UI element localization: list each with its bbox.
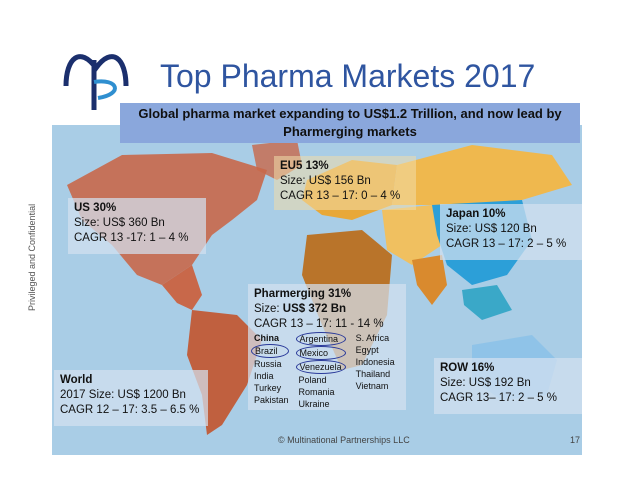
copyright-text: © Multinational Partnerships LLC — [278, 435, 410, 445]
country-romania: Romania — [298, 387, 335, 397]
company-logo — [63, 54, 129, 110]
page-number: 17 — [569, 435, 580, 445]
world-market-box: World 2017 Size: US$ 1200 Bn CAGR 12 – 1… — [54, 370, 208, 426]
confidential-label: Privileged and Confidential — [22, 186, 42, 316]
country-south-africa: S. Africa — [355, 333, 390, 343]
slide-title: Top Pharma Markets 2017 — [160, 58, 536, 94]
world-heading: World — [60, 374, 93, 386]
country-indonesia: Indonesia — [355, 357, 395, 367]
pharmerging-size-value: US$ 372 Bn — [282, 303, 347, 315]
us-heading: US 30% — [74, 202, 117, 214]
country-china: China — [254, 333, 280, 343]
eu5-market-box: EU5 13% Size: US$ 156 Bn CAGR 13 – 17: 0… — [274, 156, 416, 210]
country-ukraine: Ukraine — [298, 399, 330, 409]
country-poland: Poland — [298, 375, 327, 385]
row-market-box: ROW 16% Size: US$ 192 Bn CAGR 13– 17: 2 … — [434, 358, 582, 414]
pharmerging-size-prefix: Size: — [254, 303, 283, 315]
pharmerging-market-box: Pharmerging 31% Size: US$ 372 Bn CAGR 13… — [248, 284, 406, 410]
pharmerging-cagr: CAGR 13 – 17: 11 - 14 % — [254, 318, 384, 330]
row-heading: ROW 16% — [440, 362, 495, 374]
eu5-cagr: CAGR 13 – 17: 0 – 4 % — [280, 190, 401, 202]
japan-heading: Japan 10% — [446, 208, 506, 220]
pharmerging-size: Size: US$ 372 Bn — [254, 302, 400, 317]
row-cagr: CAGR 13– 17: 2 – 5 % — [440, 392, 557, 404]
country-russia: Russia — [254, 359, 282, 369]
country-argentina: Argentina — [295, 332, 346, 346]
us-market-box: US 30% Size: US$ 360 Bn CAGR 13 -17: 1 –… — [68, 198, 206, 254]
row-size: Size: US$ 192 Bn — [440, 377, 531, 389]
slide-footer: © Multinational Partnerships LLC 17 — [60, 432, 580, 448]
world-size: 2017 Size: US$ 1200 Bn — [60, 389, 186, 401]
country-egypt: Egypt — [355, 345, 379, 355]
country-turkey: Turkey — [254, 383, 282, 393]
pharmerging-heading: Pharmerging 31% — [254, 288, 352, 300]
japan-size: Size: US$ 120 Bn — [446, 223, 537, 235]
country-venezuela: Venezuela — [295, 360, 346, 374]
country-india: India — [254, 371, 274, 381]
japan-market-box: Japan 10% Size: US$ 120 Bn CAGR 13 – 17:… — [440, 204, 582, 260]
pharmerging-country-list: China Brazil Russia India Turkey Pakista… — [251, 332, 400, 410]
country-mexico: Mexico — [295, 346, 346, 360]
world-cagr: CAGR 12 – 17: 3.5 – 6.5 % — [60, 404, 200, 416]
slide-subtitle: Global pharma market expanding to US$1.2… — [120, 103, 580, 143]
japan-cagr: CAGR 13 – 17: 2 – 5 % — [446, 238, 567, 250]
country-column-2: Argentina Mexico Venezuela Poland Romani… — [295, 332, 346, 410]
us-size: Size: US$ 360 Bn — [74, 217, 165, 229]
confidential-text: Privileged and Confidential — [27, 203, 37, 311]
country-column-1: China Brazil Russia India Turkey Pakista… — [251, 332, 289, 410]
country-thailand: Thailand — [355, 369, 391, 379]
us-cagr: CAGR 13 -17: 1 – 4 % — [74, 232, 189, 244]
country-vietnam: Vietnam — [355, 381, 389, 391]
country-column-3: S. Africa Egypt Indonesia Thailand Vietn… — [356, 332, 395, 410]
eu5-size: Size: US$ 156 Bn — [280, 175, 371, 187]
country-pakistan: Pakistan — [254, 395, 289, 405]
country-brazil: Brazil — [251, 344, 289, 358]
eu5-heading: EU5 13% — [280, 160, 329, 172]
